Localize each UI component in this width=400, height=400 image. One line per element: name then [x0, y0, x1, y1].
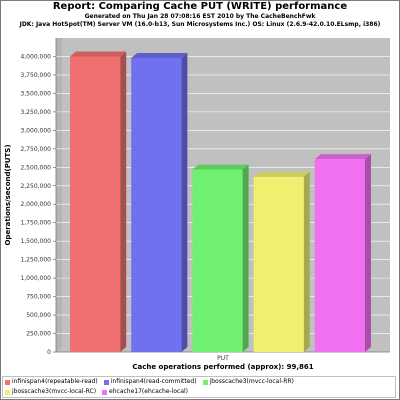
bar [131, 57, 182, 352]
y-tick-label: 1,000,000 [20, 275, 51, 282]
legend-swatch [5, 379, 10, 385]
legend-label: jbosscache3(mvcc-local-RR) [209, 378, 294, 385]
bar [314, 159, 365, 352]
y-axis-label: Operations/second(PUTS) [4, 144, 12, 245]
plot-side-wall [56, 38, 62, 352]
legend-label: infinispan4(read-committed) [110, 378, 197, 385]
chart-title: Report: Comparing Cache PUT (WRITE) perf… [52, 1, 348, 12]
legend-label: infinispan4(repeatable-read) [12, 378, 98, 385]
x-tick-label: PUT [217, 355, 229, 362]
legend-label: ehcache17(ehcache-local) [109, 388, 189, 395]
y-tick-label: 2,500,000 [20, 164, 51, 171]
legend-swatch [102, 389, 108, 395]
legend-swatch [5, 389, 10, 395]
legend-item: infinispan4(repeatable-read) [5, 377, 98, 387]
bar-top [314, 154, 371, 160]
bar-side [242, 164, 249, 352]
chart-subtitle-jdk: JDK: Java HotSpot(TM) Server VM (16.0-b1… [19, 21, 381, 28]
legend-swatch [202, 379, 208, 385]
legend-item: jbosscache3(mvcc-local-RR) [202, 377, 294, 387]
y-tick-label: 750,000 [26, 294, 51, 301]
bar-side [181, 52, 188, 352]
bar [70, 56, 121, 353]
legend-swatch [103, 379, 109, 385]
legend-item: infinispan4(read-committed) [103, 377, 197, 387]
x-axis-label: Cache operations performed (approx): 99,… [132, 363, 313, 371]
chart-legend: infinispan4(repeatable-read) infinispan4(… [2, 376, 396, 398]
y-tick-label: 1,500,000 [20, 238, 51, 245]
legend-item: jbosscache3(mvcc-local-RC) [5, 387, 96, 397]
y-tick-label: 1,250,000 [20, 257, 51, 264]
y-tick-label: 3,500,000 [20, 90, 51, 97]
chart-subtitle-generated: Generated on Thu Jan 28 07:08:16 EST 201… [84, 13, 316, 20]
y-tick-label: 4,000,000 [20, 53, 51, 60]
bar-side [120, 51, 127, 353]
y-tick-label: 250,000 [26, 331, 51, 338]
bar [192, 169, 243, 352]
y-tick-label: 3,750,000 [20, 72, 51, 79]
y-tick-label: 3,000,000 [20, 127, 51, 134]
bar-side [303, 171, 310, 352]
y-tick-label: 2,000,000 [20, 201, 51, 208]
y-tick-label: 0 [47, 349, 51, 356]
bar [253, 176, 304, 352]
bar-top [253, 171, 310, 177]
bar-side [364, 154, 371, 352]
legend-label: jbosscache3(mvcc-local-RC) [12, 388, 97, 395]
bar-top [70, 51, 127, 57]
y-tick-label: 1,750,000 [20, 220, 51, 227]
bar-top [192, 164, 249, 170]
y-tick-label: 500,000 [26, 312, 51, 319]
y-tick-label: 3,250,000 [20, 109, 51, 116]
bar-chart: 0 250,000 500,000 750,000 1,000,000 1,250,000… [4, 38, 390, 371]
legend-item: ehcache17(ehcache-local) [102, 387, 188, 397]
y-tick-label: 2,250,000 [20, 183, 51, 190]
y-tick-label: 2,750,000 [20, 146, 51, 153]
bar-top [131, 52, 188, 58]
